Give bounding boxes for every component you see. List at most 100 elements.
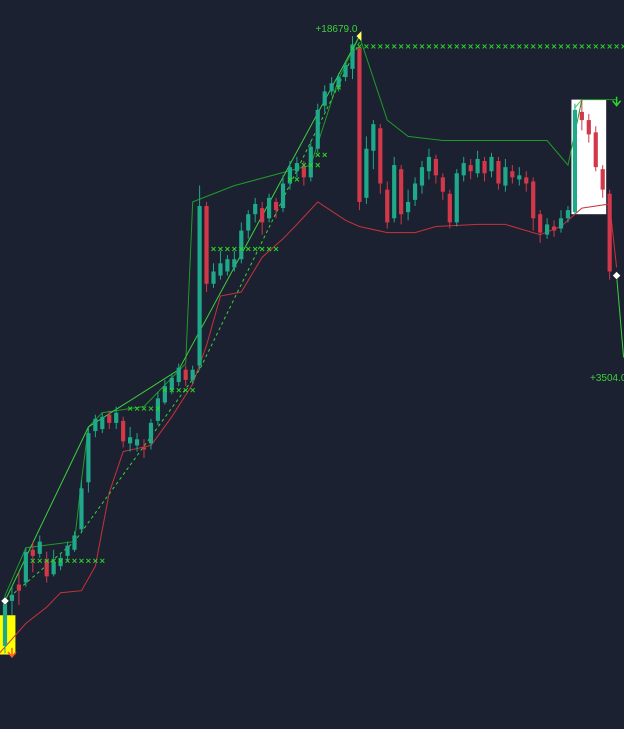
bear-candle [482,161,487,174]
bull-candle [545,224,550,235]
bear-candle [531,181,536,219]
trend-line [4,42,360,602]
bear-candle [468,165,473,172]
resistance-marker [398,44,404,49]
resistance-marker [593,44,599,49]
bear-candle [378,128,383,184]
resistance-marker [148,406,154,411]
resistance-marker [58,558,63,564]
resistance-marker [454,44,460,49]
resistance-marker [357,44,362,49]
resistance-marker [211,246,216,252]
resistance-marker [377,44,383,49]
bear-candle [447,193,452,223]
resistance-marker [162,387,168,393]
resistance-marker [586,44,592,49]
bull-candle [406,201,411,213]
bull-candle [517,175,522,180]
resistance-marker [287,177,293,182]
bear-candle [433,158,438,176]
resistance-marker [412,44,418,49]
resistance-marker [315,152,321,158]
bear-candle [524,177,529,184]
resistance-marker [516,44,522,49]
low-price-label: +3504.0 [590,373,624,384]
bear-candle [607,193,612,272]
bull-candle [412,183,418,200]
resistance-marker [51,558,57,564]
resistance-marker [551,44,557,49]
resistance-marker [86,558,91,564]
bear-candle [141,447,147,450]
resistance-markers [30,44,624,564]
bull-candle [419,167,425,186]
bull-candle [23,551,28,583]
resistance-marker [419,44,425,49]
resistance-marker [489,44,494,49]
resistance-marker [433,44,439,49]
resistance-marker [440,44,446,49]
resistance-marker [238,246,244,252]
resistance-marker [405,44,411,49]
resistance-marker [37,558,43,564]
bear-candle [399,169,404,215]
bull-candle [336,77,341,88]
bull-candle [2,600,8,646]
resistance-marker [607,44,613,49]
bear-candle [204,206,209,284]
bull-candle [322,91,327,106]
bull-candle [287,167,293,184]
bull-candle [343,64,348,78]
bull-candle [267,197,272,219]
resistance-marker [370,44,376,49]
candles [2,36,612,654]
bull-candle [489,156,494,172]
resistance-marker [565,44,571,49]
peak-signal-marker [356,31,362,42]
bear-candle [510,171,515,178]
resistance-marker [92,558,98,564]
resistance-marker [572,44,578,49]
bull-candle [503,167,508,186]
bull-candle [454,173,459,223]
bull-candle [128,437,133,444]
bull-candle [176,367,181,382]
bull-candle [280,183,286,209]
resistance-marker [169,387,175,393]
bull-candle [9,594,15,601]
resistance-marker [44,558,50,564]
bull-candle [461,163,466,176]
highlight-zone-yellow [0,615,16,655]
bull-candle [315,109,320,149]
bull-candle [65,545,70,556]
resistance-marker [225,246,230,252]
resistance-marker [461,44,467,49]
bull-candle [364,148,369,198]
resistance-marker [496,44,501,49]
trend-line [616,275,624,358]
resistance-marker [350,46,355,51]
resistance-marker [482,44,487,49]
bull-candle [572,109,577,213]
resistance-marker [65,558,70,564]
signal-markers [0,31,622,659]
resistance-marker [190,387,196,393]
bull-candle [86,433,91,483]
bull-candle [134,439,140,446]
arrow-signal-marker [7,647,17,659]
bull-candle [114,412,119,423]
bull-candle [155,398,160,421]
resistance-marker [99,558,105,564]
bear-candle [273,201,279,211]
bear-candle [44,559,49,577]
bull-candle [79,488,84,530]
bear-candle [183,369,188,380]
resistance-marker [183,387,189,393]
bull-candle [232,259,237,268]
resistance-marker [155,406,161,411]
bull-candle [93,418,98,432]
resistance-marker [134,406,140,411]
bull-candle [162,386,167,403]
resistance-marker [537,44,543,49]
bull-candle [558,218,564,229]
